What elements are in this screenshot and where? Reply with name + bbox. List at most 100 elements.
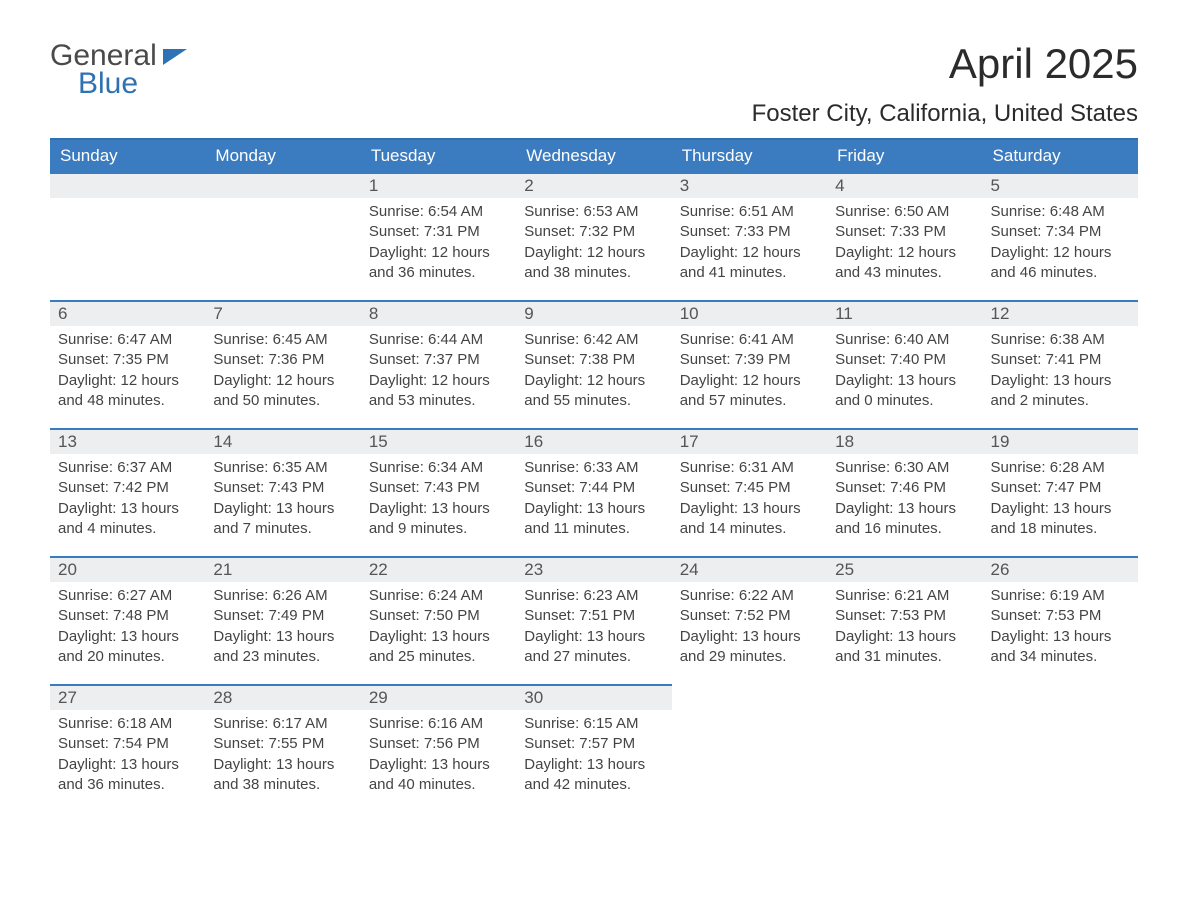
day-number: 11 [827, 302, 982, 326]
calendar-day-cell: 6Sunrise: 6:47 AMSunset: 7:35 PMDaylight… [50, 301, 205, 429]
calendar-week-row: 20Sunrise: 6:27 AMSunset: 7:48 PMDayligh… [50, 557, 1138, 685]
weekday-header: Friday [827, 139, 982, 173]
day-number: 30 [516, 686, 671, 710]
calendar-day-cell: 3Sunrise: 6:51 AMSunset: 7:33 PMDaylight… [672, 173, 827, 301]
day-number: 26 [983, 558, 1138, 582]
calendar-day-cell: 24Sunrise: 6:22 AMSunset: 7:52 PMDayligh… [672, 557, 827, 685]
logo-triangle-icon [163, 49, 187, 65]
day-body: Sunrise: 6:47 AMSunset: 7:35 PMDaylight:… [50, 326, 205, 419]
day-number: 10 [672, 302, 827, 326]
day-body: Sunrise: 6:44 AMSunset: 7:37 PMDaylight:… [361, 326, 516, 419]
calendar-day-cell: 7Sunrise: 6:45 AMSunset: 7:36 PMDaylight… [205, 301, 360, 429]
day-body: Sunrise: 6:16 AMSunset: 7:56 PMDaylight:… [361, 710, 516, 803]
calendar-day-cell: 26Sunrise: 6:19 AMSunset: 7:53 PMDayligh… [983, 557, 1138, 685]
calendar-day-cell: 9Sunrise: 6:42 AMSunset: 7:38 PMDaylight… [516, 301, 671, 429]
day-number: 5 [983, 174, 1138, 198]
day-body: Sunrise: 6:45 AMSunset: 7:36 PMDaylight:… [205, 326, 360, 419]
day-number [205, 174, 360, 198]
day-number [983, 685, 1138, 709]
day-number: 13 [50, 430, 205, 454]
calendar-day-cell: 13Sunrise: 6:37 AMSunset: 7:42 PMDayligh… [50, 429, 205, 557]
day-body: Sunrise: 6:40 AMSunset: 7:40 PMDaylight:… [827, 326, 982, 419]
calendar-day-cell: 18Sunrise: 6:30 AMSunset: 7:46 PMDayligh… [827, 429, 982, 557]
calendar-day-cell [983, 685, 1138, 813]
day-body: Sunrise: 6:19 AMSunset: 7:53 PMDaylight:… [983, 582, 1138, 675]
calendar-table: SundayMondayTuesdayWednesdayThursdayFrid… [50, 138, 1138, 813]
calendar-day-cell: 28Sunrise: 6:17 AMSunset: 7:55 PMDayligh… [205, 685, 360, 813]
calendar-week-row: 6Sunrise: 6:47 AMSunset: 7:35 PMDaylight… [50, 301, 1138, 429]
day-body: Sunrise: 6:26 AMSunset: 7:49 PMDaylight:… [205, 582, 360, 675]
calendar-day-cell: 30Sunrise: 6:15 AMSunset: 7:57 PMDayligh… [516, 685, 671, 813]
day-number: 21 [205, 558, 360, 582]
day-number: 7 [205, 302, 360, 326]
day-body: Sunrise: 6:33 AMSunset: 7:44 PMDaylight:… [516, 454, 671, 547]
calendar-week-row: 13Sunrise: 6:37 AMSunset: 7:42 PMDayligh… [50, 429, 1138, 557]
calendar-day-cell: 22Sunrise: 6:24 AMSunset: 7:50 PMDayligh… [361, 557, 516, 685]
weekday-header: Wednesday [516, 139, 671, 173]
calendar-day-cell [827, 685, 982, 813]
day-number: 22 [361, 558, 516, 582]
day-number: 18 [827, 430, 982, 454]
day-body: Sunrise: 6:27 AMSunset: 7:48 PMDaylight:… [50, 582, 205, 675]
day-body [672, 709, 827, 721]
day-number: 29 [361, 686, 516, 710]
month-title: April 2025 [752, 40, 1138, 88]
calendar-day-cell: 25Sunrise: 6:21 AMSunset: 7:53 PMDayligh… [827, 557, 982, 685]
day-body: Sunrise: 6:15 AMSunset: 7:57 PMDaylight:… [516, 710, 671, 803]
day-number: 20 [50, 558, 205, 582]
calendar-day-cell: 19Sunrise: 6:28 AMSunset: 7:47 PMDayligh… [983, 429, 1138, 557]
day-body [50, 198, 205, 210]
logo: General Blue [50, 40, 187, 99]
day-number: 24 [672, 558, 827, 582]
title-block: April 2025 Foster City, California, Unit… [752, 40, 1138, 128]
calendar-day-cell: 29Sunrise: 6:16 AMSunset: 7:56 PMDayligh… [361, 685, 516, 813]
day-number: 3 [672, 174, 827, 198]
day-number: 2 [516, 174, 671, 198]
calendar-header-row: SundayMondayTuesdayWednesdayThursdayFrid… [50, 139, 1138, 173]
day-body: Sunrise: 6:34 AMSunset: 7:43 PMDaylight:… [361, 454, 516, 547]
day-body: Sunrise: 6:30 AMSunset: 7:46 PMDaylight:… [827, 454, 982, 547]
day-body: Sunrise: 6:38 AMSunset: 7:41 PMDaylight:… [983, 326, 1138, 419]
calendar-day-cell: 12Sunrise: 6:38 AMSunset: 7:41 PMDayligh… [983, 301, 1138, 429]
calendar-day-cell: 16Sunrise: 6:33 AMSunset: 7:44 PMDayligh… [516, 429, 671, 557]
day-number: 15 [361, 430, 516, 454]
day-body: Sunrise: 6:35 AMSunset: 7:43 PMDaylight:… [205, 454, 360, 547]
day-body: Sunrise: 6:18 AMSunset: 7:54 PMDaylight:… [50, 710, 205, 803]
day-body: Sunrise: 6:24 AMSunset: 7:50 PMDaylight:… [361, 582, 516, 675]
day-body: Sunrise: 6:53 AMSunset: 7:32 PMDaylight:… [516, 198, 671, 291]
day-number: 28 [205, 686, 360, 710]
weekday-header: Saturday [983, 139, 1138, 173]
calendar-day-cell: 21Sunrise: 6:26 AMSunset: 7:49 PMDayligh… [205, 557, 360, 685]
calendar-day-cell: 11Sunrise: 6:40 AMSunset: 7:40 PMDayligh… [827, 301, 982, 429]
day-number: 8 [361, 302, 516, 326]
day-number: 19 [983, 430, 1138, 454]
weekday-header: Tuesday [361, 139, 516, 173]
day-body: Sunrise: 6:51 AMSunset: 7:33 PMDaylight:… [672, 198, 827, 291]
day-body: Sunrise: 6:23 AMSunset: 7:51 PMDaylight:… [516, 582, 671, 675]
day-body: Sunrise: 6:31 AMSunset: 7:45 PMDaylight:… [672, 454, 827, 547]
calendar-day-cell [205, 173, 360, 301]
calendar-day-cell: 27Sunrise: 6:18 AMSunset: 7:54 PMDayligh… [50, 685, 205, 813]
day-body: Sunrise: 6:28 AMSunset: 7:47 PMDaylight:… [983, 454, 1138, 547]
logo-word-2: Blue [50, 68, 187, 100]
day-number: 9 [516, 302, 671, 326]
calendar-day-cell: 15Sunrise: 6:34 AMSunset: 7:43 PMDayligh… [361, 429, 516, 557]
calendar-day-cell: 23Sunrise: 6:23 AMSunset: 7:51 PMDayligh… [516, 557, 671, 685]
location-subtitle: Foster City, California, United States [752, 100, 1138, 128]
day-body: Sunrise: 6:37 AMSunset: 7:42 PMDaylight:… [50, 454, 205, 547]
day-number: 4 [827, 174, 982, 198]
day-number: 14 [205, 430, 360, 454]
day-body: Sunrise: 6:17 AMSunset: 7:55 PMDaylight:… [205, 710, 360, 803]
day-body: Sunrise: 6:22 AMSunset: 7:52 PMDaylight:… [672, 582, 827, 675]
day-number: 16 [516, 430, 671, 454]
calendar-week-row: 27Sunrise: 6:18 AMSunset: 7:54 PMDayligh… [50, 685, 1138, 813]
weekday-header: Monday [205, 139, 360, 173]
day-body: Sunrise: 6:41 AMSunset: 7:39 PMDaylight:… [672, 326, 827, 419]
day-body [983, 709, 1138, 721]
day-number: 25 [827, 558, 982, 582]
weekday-header: Thursday [672, 139, 827, 173]
calendar-day-cell: 4Sunrise: 6:50 AMSunset: 7:33 PMDaylight… [827, 173, 982, 301]
day-number [827, 685, 982, 709]
page-header: General Blue April 2025 Foster City, Cal… [50, 40, 1138, 128]
day-body [205, 198, 360, 210]
